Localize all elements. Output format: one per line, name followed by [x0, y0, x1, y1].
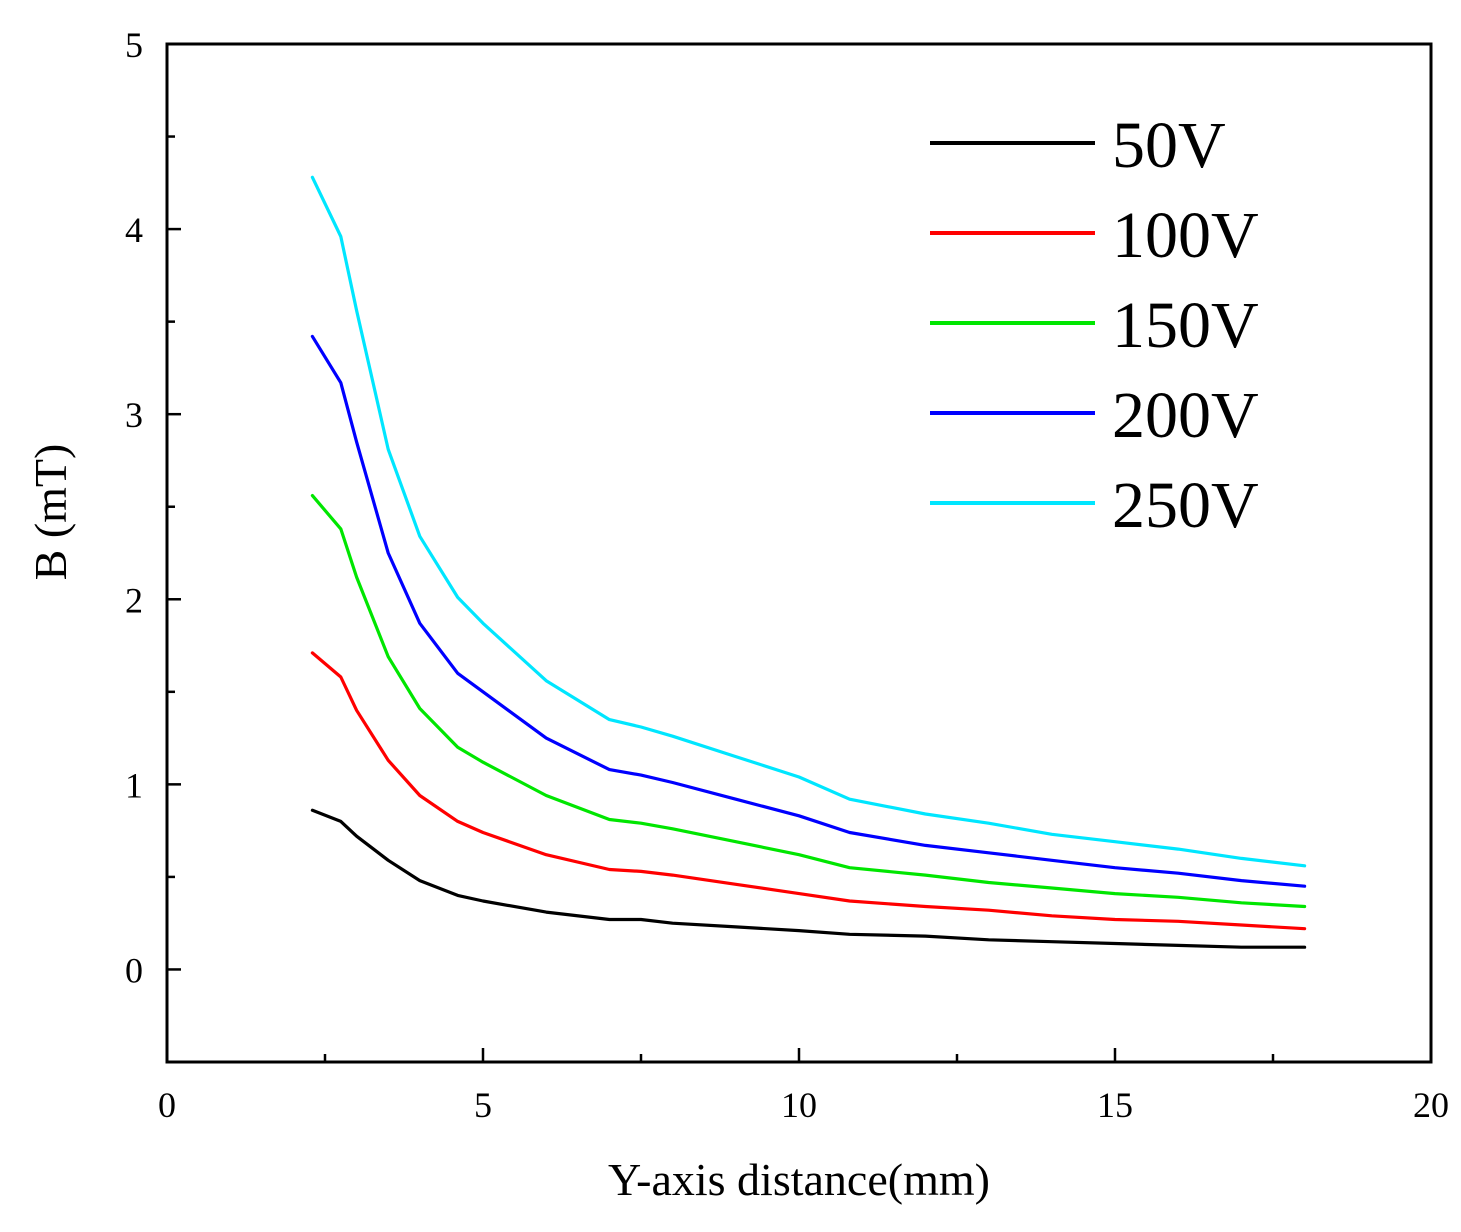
- series-line-50V: [310, 808, 1307, 949]
- legend-label-250V: 250V: [1112, 469, 1259, 542]
- plot-lines: [310, 175, 1307, 949]
- x-axis-title: Y-axis distance(mm): [608, 1154, 990, 1205]
- y-axis-title: B (mT): [25, 444, 76, 581]
- series-line-150V: [310, 494, 1307, 909]
- x-tick-label: 10: [781, 1085, 817, 1125]
- x-tick-label: 15: [1097, 1085, 1133, 1125]
- tick-labels: 0 5 10 15 20 0 1 2 3 4 5: [125, 25, 1449, 1125]
- y-tick-label: 4: [125, 210, 143, 250]
- y-tick-label: 2: [125, 580, 143, 620]
- y-tick-label: 0: [125, 950, 143, 990]
- legend-label-200V: 200V: [1112, 379, 1259, 452]
- legend-label-50V: 50V: [1112, 109, 1226, 182]
- x-tick-label: 5: [474, 1085, 492, 1125]
- series-line-200V: [310, 334, 1307, 888]
- y-tick-label: 1: [125, 765, 143, 805]
- legend-label-150V: 150V: [1112, 289, 1259, 362]
- x-tick-label: 0: [158, 1085, 176, 1125]
- plot-frame: [165, 42, 1433, 1064]
- legend: 50V 100V 150V 200V 250V: [930, 109, 1259, 542]
- legend-label-100V: 100V: [1112, 199, 1259, 272]
- y-tick-label: 5: [125, 25, 143, 65]
- y-tick-label: 3: [125, 395, 143, 435]
- x-tick-label: 20: [1413, 1085, 1449, 1125]
- series-line-100V: [310, 651, 1307, 931]
- series-line-250V: [310, 175, 1307, 868]
